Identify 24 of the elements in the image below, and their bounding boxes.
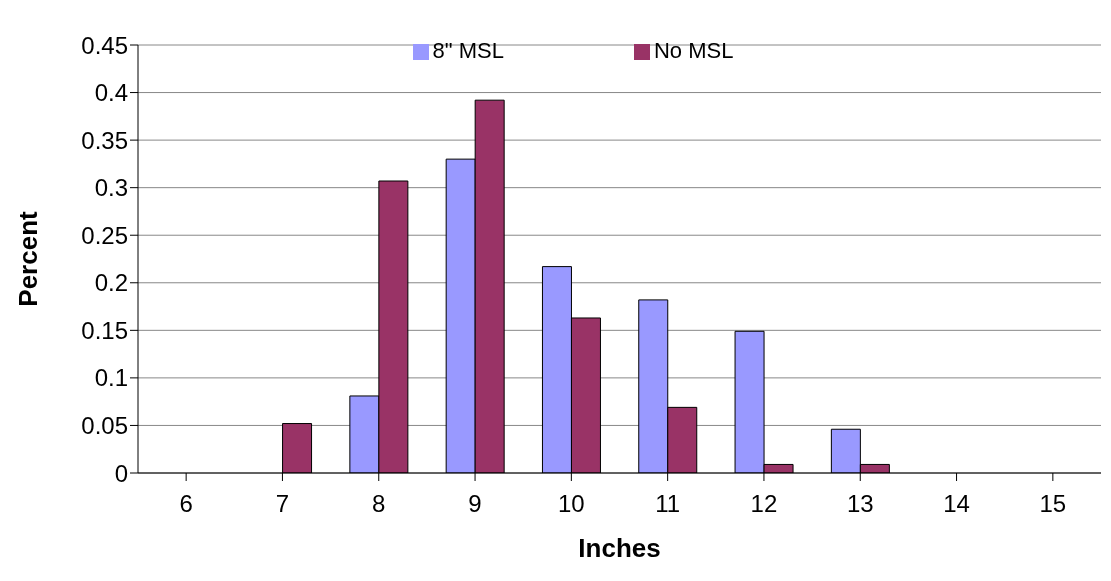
- y-axis-title: Percent: [13, 210, 44, 307]
- x-tick-label: 7: [275, 490, 290, 518]
- x-tick-label: 11: [655, 490, 681, 518]
- x-axis-title: Inches: [578, 533, 661, 563]
- x-tick-label: 15: [1039, 490, 1067, 518]
- y-tick-label: 0: [114, 459, 128, 487]
- y-tick-label: 0.4: [94, 79, 128, 107]
- x-tick-label: 6: [179, 490, 193, 518]
- x-tick-label: 8: [372, 490, 386, 518]
- y-tick-label: 0.1: [94, 364, 128, 392]
- y-tick-label: 0.25: [81, 221, 128, 249]
- y-tick-label: 0.2: [94, 269, 128, 297]
- y-tick-label: 0.35: [81, 126, 128, 154]
- legend-label: 8" MSL: [432, 38, 504, 63]
- x-tick-label: 13: [846, 490, 874, 518]
- y-tick-label: 0.3: [94, 174, 128, 202]
- x-tick-label: 9: [468, 490, 482, 518]
- y-tick-label: 0.05: [81, 411, 128, 439]
- x-tick-label: 14: [943, 490, 970, 518]
- legend-label: No MSL: [653, 38, 734, 63]
- x-tick-label: 10: [558, 490, 585, 518]
- y-tick-label: 0.45: [81, 31, 128, 59]
- y-tick-label: 0.15: [81, 316, 128, 344]
- x-tick-label: 12: [750, 490, 778, 518]
